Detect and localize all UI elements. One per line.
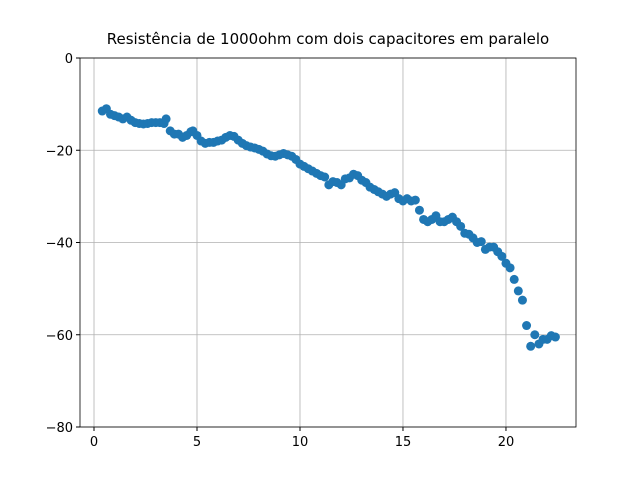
point [513, 286, 523, 296]
y-tick-label: 0 [65, 52, 73, 67]
axes-frame [79, 57, 577, 428]
y-tick-label: −20 [46, 144, 73, 159]
point [550, 332, 560, 342]
point [414, 205, 424, 215]
point [530, 330, 540, 340]
x-tick-label: 0 [90, 435, 98, 450]
y-tick-label: −60 [46, 329, 73, 344]
point [476, 237, 486, 247]
point [320, 172, 330, 182]
x-tick-label: 15 [395, 435, 412, 450]
point [456, 221, 466, 231]
point [509, 274, 519, 284]
point [410, 195, 420, 205]
x-tick-label: 10 [292, 435, 309, 450]
point [526, 341, 536, 351]
x-tick-label: 5 [193, 435, 201, 450]
chart-title: Resistência de 1000ohm com dois capacito… [107, 30, 549, 48]
y-tick-label: −40 [46, 237, 73, 252]
point [505, 263, 515, 273]
y-tick-label: −80 [46, 421, 73, 436]
x-tick-label: 20 [498, 435, 515, 450]
point [517, 295, 527, 305]
point [522, 321, 532, 331]
point [497, 251, 507, 261]
point [161, 114, 171, 124]
